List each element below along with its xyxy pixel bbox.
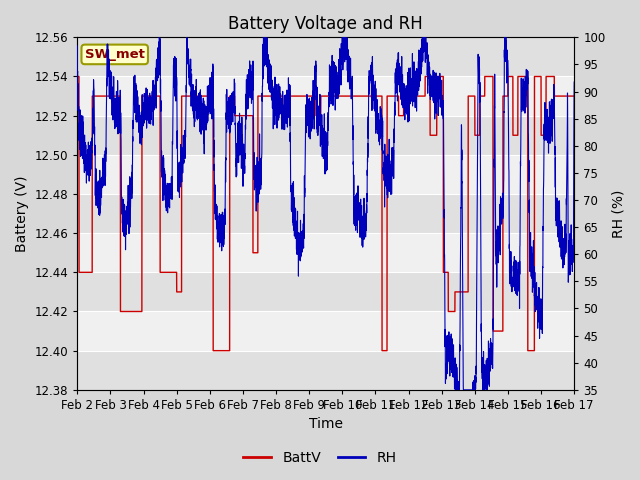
Y-axis label: Battery (V): Battery (V) [15,175,29,252]
Bar [77,194,574,233]
Bar [77,116,574,155]
Y-axis label: RH (%): RH (%) [611,190,625,238]
Bar [77,76,574,116]
Text: SW_met: SW_met [84,48,145,61]
Bar [77,312,574,351]
Bar [77,155,574,194]
Bar [77,233,574,272]
Bar [77,37,574,76]
Bar [77,272,574,312]
Title: Battery Voltage and RH: Battery Voltage and RH [228,15,423,33]
Bar [77,351,574,390]
Legend: BattV, RH: BattV, RH [238,445,402,471]
X-axis label: Time: Time [308,418,343,432]
